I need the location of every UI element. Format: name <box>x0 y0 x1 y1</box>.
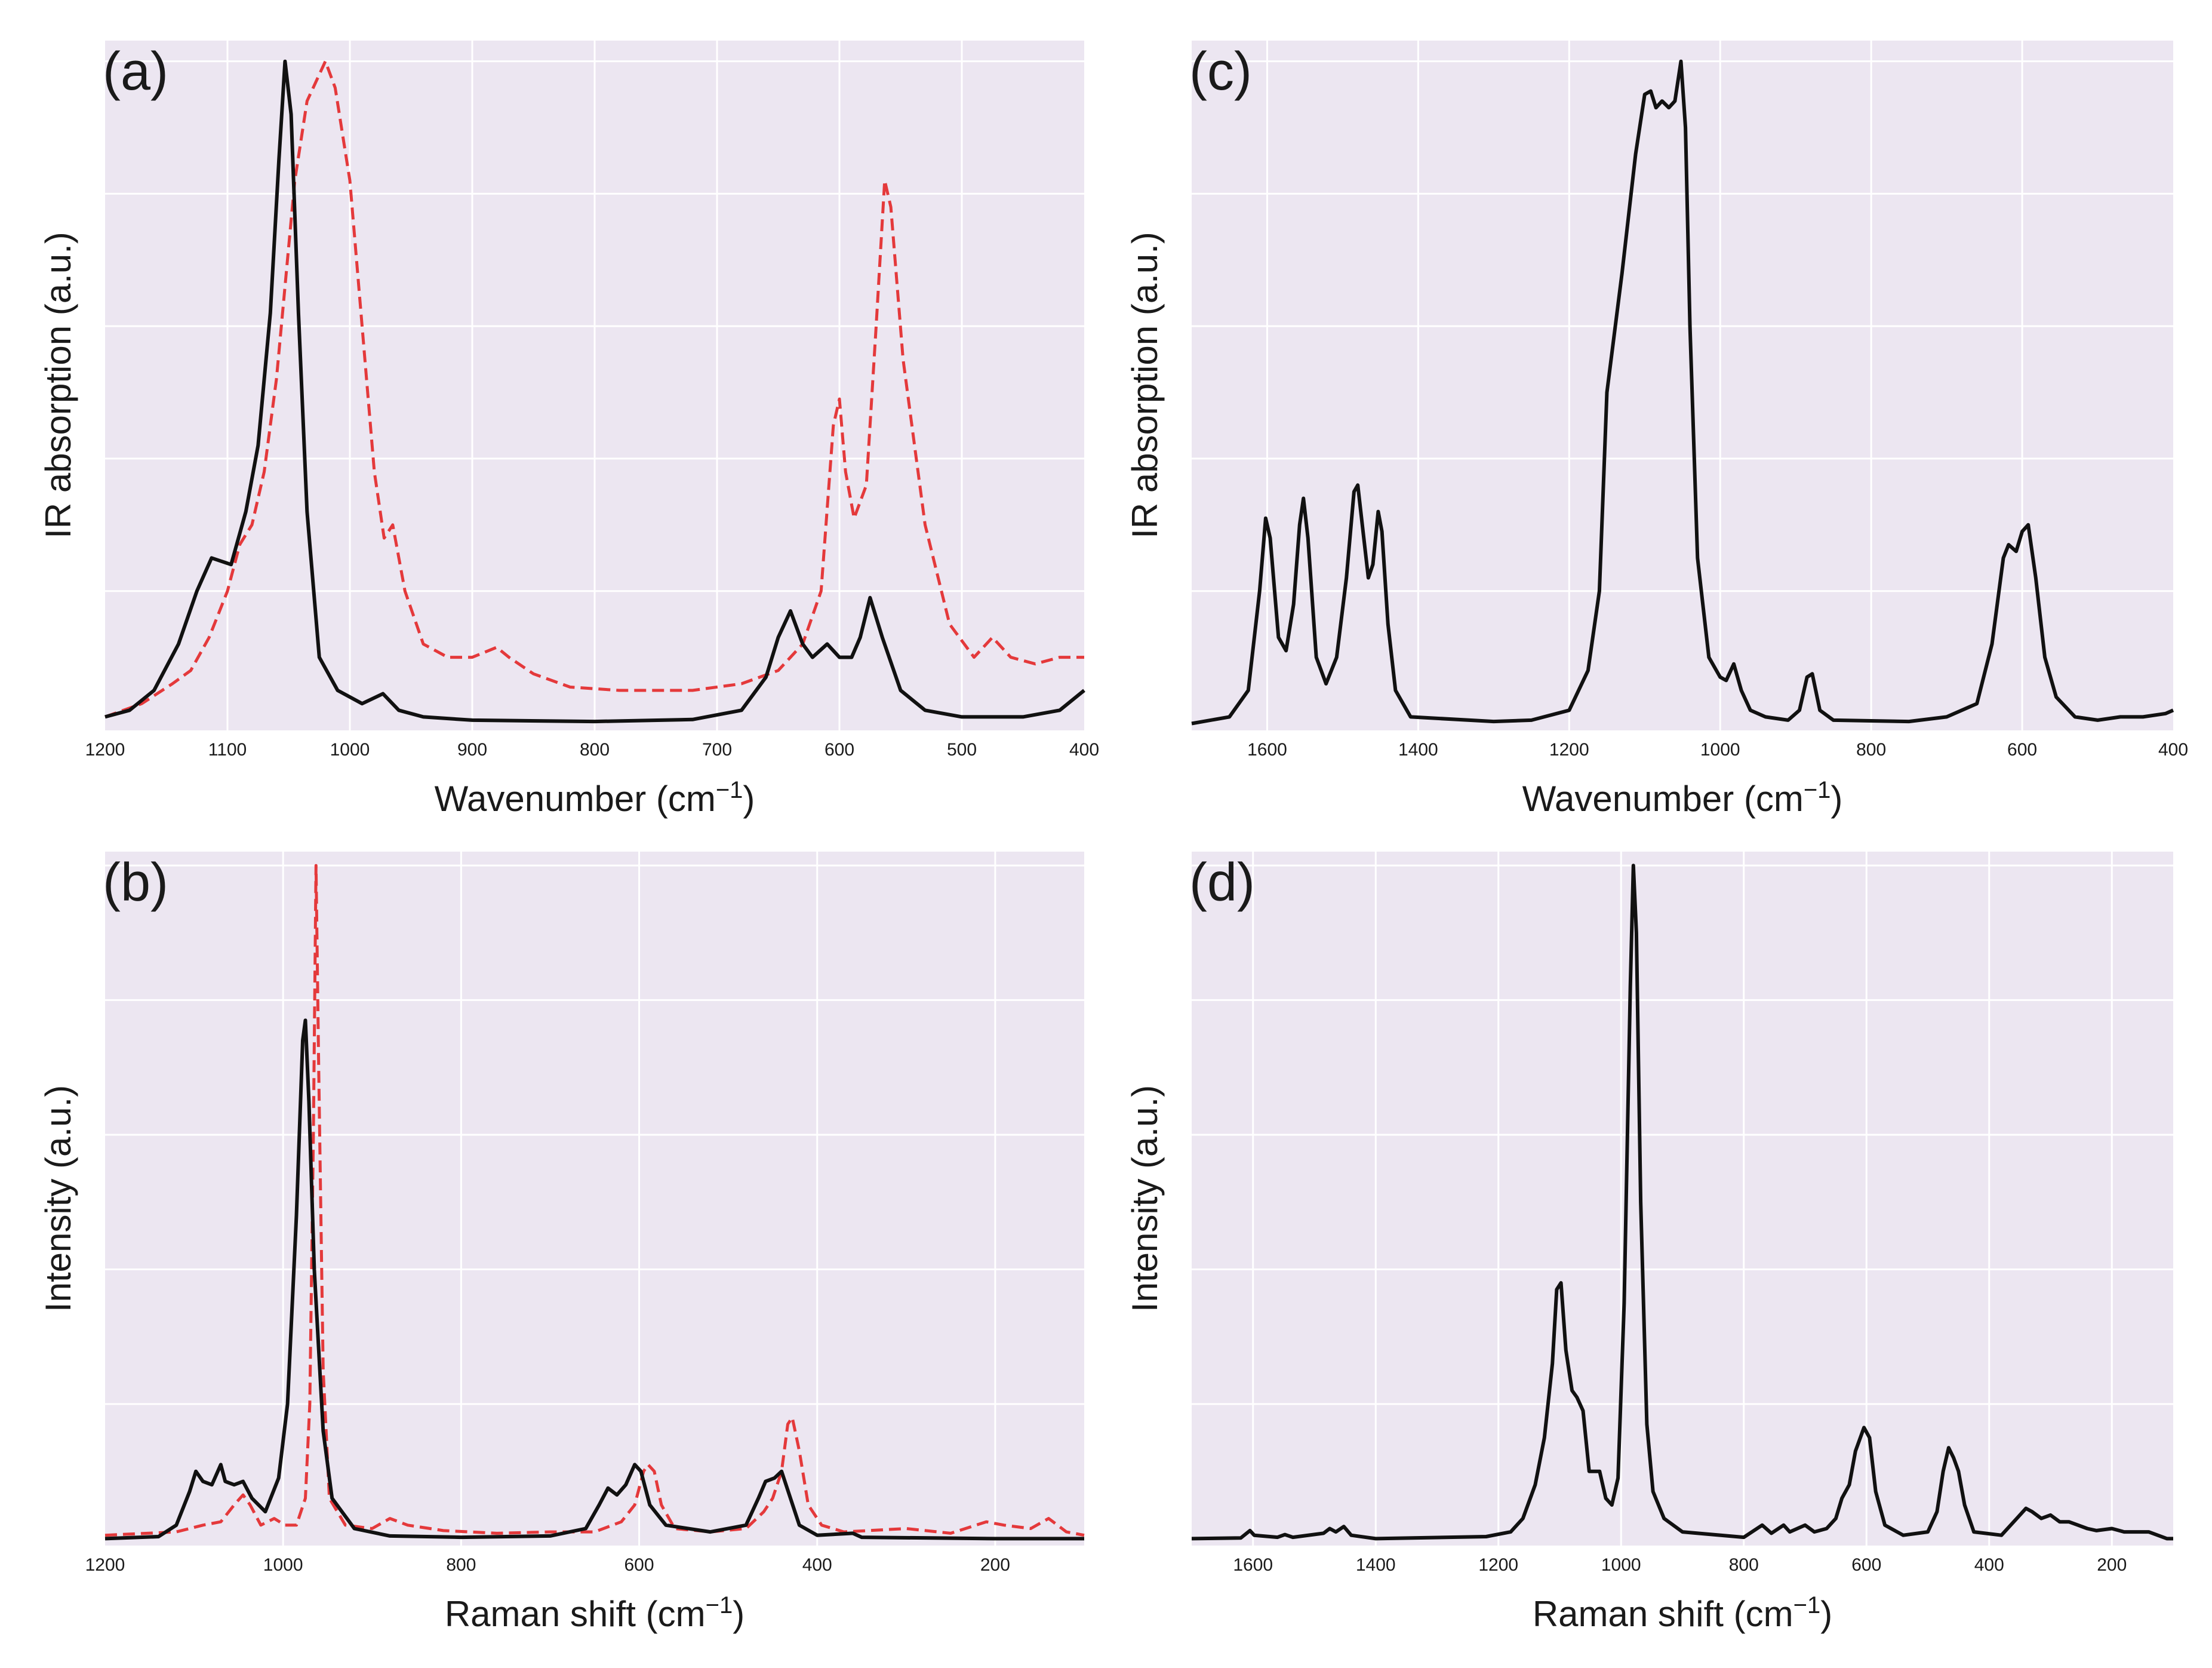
panel-d-series <box>1191 864 2173 1541</box>
panel-c-x-tick-label: 800 <box>1856 740 1886 760</box>
panel-c-x-axis-label: Wavenumber (cm−1) <box>1522 777 1843 819</box>
panel-c-x-tick-label: 1400 <box>1398 740 1438 760</box>
panel-d-series-experimental <box>1191 864 2173 1541</box>
panel-a-x-ticks: 1200 1100 1000 900 800 700 600 500 400 <box>85 740 1099 760</box>
panel-a-label: (a) <box>103 42 168 102</box>
panel-b-y-axis-label: Intensity (a.u.) <box>38 1085 78 1312</box>
panel-a-x-tick-label: 1000 <box>330 740 370 760</box>
panel-c-x-tick-label: 1000 <box>1700 740 1740 760</box>
panel-a-y-axis-label: IR absorption (a.u.) <box>38 232 78 539</box>
panel-d-x-ticks: 1600 1400 1200 1000 800 600 400 200 <box>1233 1555 2127 1575</box>
panel-d-x-tick-label: 400 <box>1974 1555 2004 1575</box>
panel-d-x-tick-label: 800 <box>1729 1555 1759 1575</box>
panel-a-x-tick-label: 600 <box>824 740 854 760</box>
panel-d-grid <box>1192 852 2173 1546</box>
panel-d-x-tick-label: 200 <box>2097 1555 2127 1575</box>
panel-d-x-tick-label: 1000 <box>1601 1555 1641 1575</box>
panel-b-x-ticks: 1200 1000 800 600 400 200 <box>85 1555 1010 1575</box>
panel-d-raman-spectrum: 1600 1400 1200 1000 800 600 400 200 (d) Raman s… <box>1125 852 2173 1634</box>
panel-c-ir-spectrum: 1600 1400 1200 1000 800 600 400 (c) Wavenumber… <box>1125 41 2188 819</box>
panel-b-raman-spectrum: 1200 1000 800 600 400 200 (b) Raman shift (cm… <box>38 852 1085 1634</box>
panel-c-plot-area <box>1192 41 2173 730</box>
panel-a-x-axis-label: Wavenumber (cm−1) <box>435 777 755 819</box>
panel-b-x-tick-label: 400 <box>802 1555 832 1575</box>
panel-d-plot-area <box>1192 852 2173 1546</box>
panel-a-x-tick-label: 400 <box>1069 740 1099 760</box>
panel-c-label: (c) <box>1189 42 1252 102</box>
panel-b-x-tick-label: 800 <box>446 1555 476 1575</box>
panel-a-x-tick-label: 1100 <box>208 740 247 760</box>
panel-c-x-tick-label: 400 <box>2158 740 2188 760</box>
panel-b-series-calculated <box>104 864 1085 1537</box>
panel-a-x-tick-label: 500 <box>947 740 977 760</box>
panel-c-x-tick-label: 1200 <box>1549 740 1589 760</box>
panel-a-x-tick-label: 700 <box>702 740 732 760</box>
panel-b-x-tick-label: 200 <box>980 1555 1010 1575</box>
panel-a-series-calculated <box>104 60 1084 718</box>
panel-d-x-tick-label: 1200 <box>1478 1555 1518 1575</box>
panel-a-series <box>104 59 1085 724</box>
panel-c-x-ticks: 1600 1400 1200 1000 800 600 400 <box>1247 740 2188 760</box>
panel-b-plot-area <box>105 852 1084 1546</box>
panel-d-x-tick-label: 1600 <box>1233 1555 1273 1575</box>
panel-b-x-tick-label: 1200 <box>85 1555 125 1575</box>
panel-b-series <box>104 864 1085 1541</box>
panel-b-x-tick-label: 1000 <box>263 1555 303 1575</box>
panel-c-y-axis-label: IR absorption (a.u.) <box>1125 232 1165 539</box>
panel-c-x-tick-label: 600 <box>2007 740 2037 760</box>
panel-d-x-tick-label: 600 <box>1851 1555 1881 1575</box>
panel-a-x-tick-label: 800 <box>580 740 610 760</box>
panel-a-series-experimental <box>104 59 1085 724</box>
panel-a-x-tick-label: 900 <box>457 740 487 760</box>
panel-d-y-axis-label: Intensity (a.u.) <box>1125 1085 1165 1312</box>
panel-b-x-tick-label: 600 <box>624 1555 654 1575</box>
panel-a-grid <box>105 41 1084 730</box>
panel-b-series-experimental <box>104 1018 1084 1541</box>
panel-d-x-axis-label: Raman shift (cm−1) <box>1533 1592 1832 1634</box>
panel-a-x-tick-label: 1200 <box>85 740 125 760</box>
panel-d-label: (d) <box>1189 853 1255 913</box>
panel-d-x-tick-label: 1400 <box>1356 1555 1396 1575</box>
panel-c-series-experimental <box>1191 59 2174 726</box>
panel-b-x-axis-label: Raman shift (cm−1) <box>445 1592 744 1634</box>
panel-a-ir-spectrum: 1200 1100 1000 900 800 700 600 500 400 (a) Waven… <box>38 41 1099 819</box>
panel-c-series <box>1191 59 2174 726</box>
panel-b-grid <box>105 852 1084 1546</box>
panel-c-x-tick-label: 1600 <box>1247 740 1287 760</box>
panel-b-label: (b) <box>103 853 168 913</box>
